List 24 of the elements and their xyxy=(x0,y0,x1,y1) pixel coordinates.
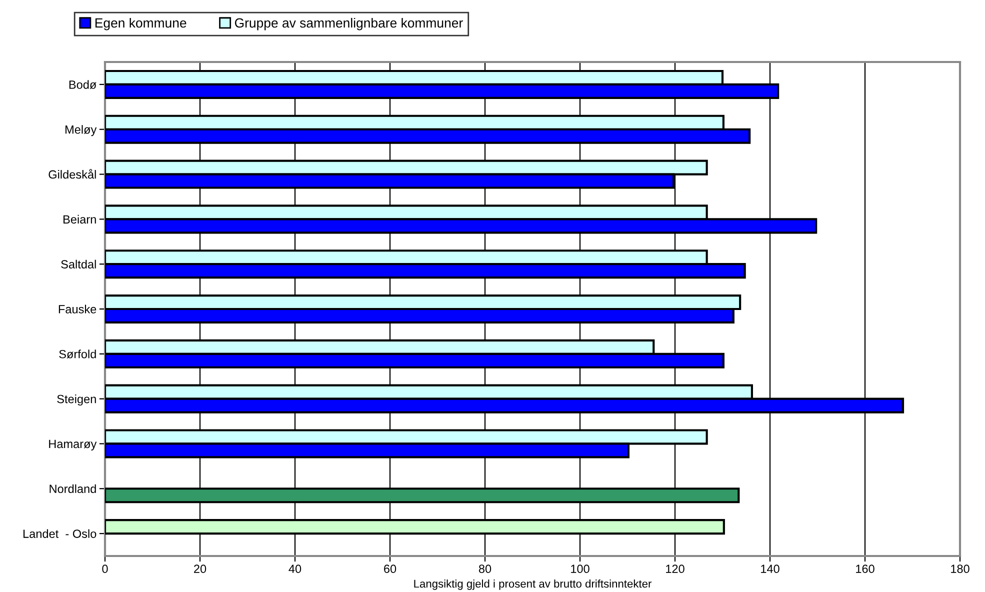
y-tick-label: Saltdal xyxy=(61,260,96,268)
y-tick-label: Beiarn xyxy=(64,214,96,224)
x-tick-label: 120 xyxy=(666,564,684,574)
y-tick-label: Fauske xyxy=(58,304,96,314)
x-tick-label: 180 xyxy=(951,564,970,574)
x-tick-label: 100 xyxy=(571,564,590,574)
y-tick-label: Hamarøy xyxy=(49,440,97,450)
x-tick-label: 140 xyxy=(761,564,780,574)
y-tick-label: Steigen xyxy=(57,394,96,406)
y-tick-label: Bodø xyxy=(69,80,96,89)
x-axis-title: Langsiktig gjeld i prosent av brutto driftsinntekter xyxy=(414,580,652,590)
y-tick-label: Nordland xyxy=(50,484,96,494)
x-tick-label: 40 xyxy=(288,564,302,574)
y-tick-label: Meløy xyxy=(66,125,97,136)
x-tick-label: 20 xyxy=(194,564,206,574)
x-tick-label: 0 xyxy=(102,564,108,574)
x-tick-label: 60 xyxy=(384,564,396,574)
y-tick-label: Sørfold xyxy=(59,350,96,358)
x-tick-label: 160 xyxy=(856,564,874,574)
legend-label: Egen kommune xyxy=(95,18,186,30)
y-tick-label: Gildeskål xyxy=(48,169,96,179)
legend-label: Gruppe av sammenlignbare kommuner xyxy=(234,18,463,30)
x-tick-label: 80 xyxy=(478,564,492,574)
y-tick-label: Landet - Oslo xyxy=(23,529,96,538)
